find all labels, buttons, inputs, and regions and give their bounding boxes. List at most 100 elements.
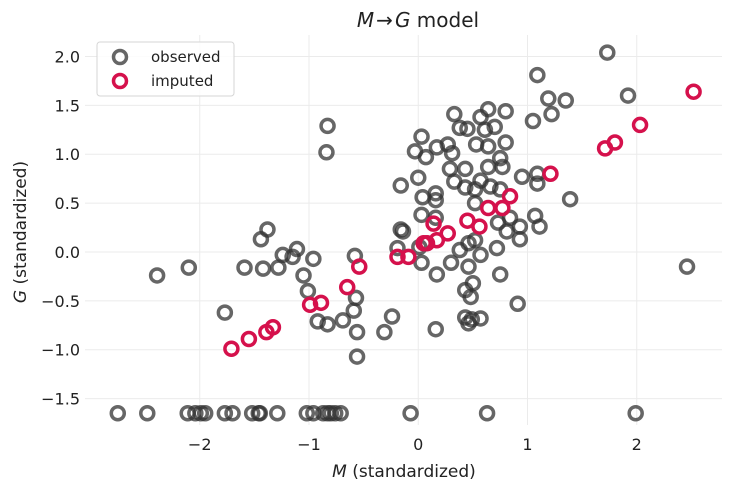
point-observed <box>318 144 335 161</box>
point-observed <box>109 405 127 422</box>
point-observed <box>348 323 366 341</box>
y-tick-label: 0.0 <box>55 243 80 262</box>
point-observed <box>524 112 542 130</box>
point-observed <box>442 254 460 271</box>
point-observed <box>402 405 419 422</box>
point-observed <box>529 175 546 192</box>
point-observed <box>498 223 516 240</box>
point-observed <box>494 158 511 176</box>
x-label-var: M <box>332 462 347 482</box>
point-observed <box>472 246 489 264</box>
point-observed <box>348 348 366 365</box>
point-observed <box>410 169 427 186</box>
point-observed <box>509 295 526 313</box>
point-observed <box>413 128 430 145</box>
point-observed <box>288 240 306 258</box>
y-tick-label: −0.5 <box>41 292 80 311</box>
point-imputed <box>350 258 368 275</box>
point-observed <box>148 267 166 284</box>
y-tick-labels: −1.5 −1.0 −0.5 0.0 0.5 1.0 1.5 2.0 <box>41 48 80 409</box>
point-observed <box>486 118 503 136</box>
point-observed <box>139 405 156 422</box>
x-label-rest: (standardized) <box>347 462 476 482</box>
point-observed <box>427 191 444 209</box>
x-tick-label: 1 <box>522 435 532 454</box>
point-observed <box>389 239 406 257</box>
point-imputed <box>596 140 614 157</box>
x-tick-label: 0 <box>413 435 423 454</box>
point-imputed <box>415 234 432 252</box>
point-imputed <box>631 116 649 134</box>
y-tick-label: −1.0 <box>41 341 80 360</box>
point-observed <box>417 148 435 166</box>
point-imputed <box>425 215 442 232</box>
point-observed <box>459 120 476 138</box>
legend-imputed-label: imputed <box>151 72 213 90</box>
point-observed <box>451 119 469 137</box>
point-observed <box>479 158 497 176</box>
point-observed <box>478 405 496 422</box>
point-observed <box>428 266 446 283</box>
point-observed <box>446 105 463 123</box>
point-observed <box>196 405 214 422</box>
point-observed <box>479 138 497 155</box>
point-observed <box>187 405 204 422</box>
point-observed <box>319 316 336 333</box>
point-observed <box>511 231 529 248</box>
point-observed <box>243 405 261 422</box>
point-observed <box>180 259 198 276</box>
point-imputed <box>240 330 258 348</box>
title-var-m: M <box>357 8 374 32</box>
point-observed <box>466 232 484 249</box>
point-imputed <box>494 199 511 217</box>
point-observed <box>305 250 322 268</box>
point-observed <box>383 308 401 325</box>
point-observed <box>479 101 497 118</box>
point-observed <box>319 117 336 135</box>
point-observed <box>347 289 365 307</box>
point-observed <box>513 168 531 185</box>
point-imputed <box>312 294 330 312</box>
point-observed <box>254 260 272 277</box>
point-imputed <box>685 83 702 100</box>
point-observed <box>345 302 363 319</box>
point-imputed <box>501 188 519 205</box>
point-observed <box>482 178 499 195</box>
point-observed <box>298 405 316 422</box>
point-observed <box>561 190 579 208</box>
point-imputed <box>471 218 488 235</box>
point-observed <box>332 405 349 422</box>
legend-observed-label: observed <box>151 48 221 66</box>
point-observed <box>274 246 292 264</box>
title-arrow: → <box>376 8 393 32</box>
point-observed <box>491 266 509 283</box>
point-observed <box>599 44 616 61</box>
point-observed <box>295 267 312 284</box>
point-observed <box>497 102 514 120</box>
x-axis-label: M (standardized) <box>332 462 476 482</box>
legend: observed imputed <box>96 41 235 97</box>
point-observed <box>529 66 546 84</box>
y-label-var: G <box>11 290 31 303</box>
point-observed <box>326 405 344 422</box>
point-observed <box>627 405 644 422</box>
points-layer <box>109 44 702 422</box>
point-observed <box>543 105 560 123</box>
point-observed <box>216 405 234 422</box>
point-observed <box>216 304 234 321</box>
point-observed <box>460 258 477 275</box>
point-observed <box>557 92 575 109</box>
point-observed <box>394 223 412 240</box>
point-observed <box>309 313 326 330</box>
point-observed <box>413 206 430 224</box>
legend-box <box>96 41 235 97</box>
y-tick-label: 0.5 <box>55 194 80 213</box>
point-observed <box>443 145 461 162</box>
point-imputed <box>542 165 559 183</box>
point-observed <box>540 90 557 107</box>
point-imputed <box>400 248 417 266</box>
point-imputed <box>264 319 282 336</box>
point-observed <box>472 310 489 327</box>
point-observed <box>236 259 253 276</box>
point-observed <box>427 185 444 202</box>
